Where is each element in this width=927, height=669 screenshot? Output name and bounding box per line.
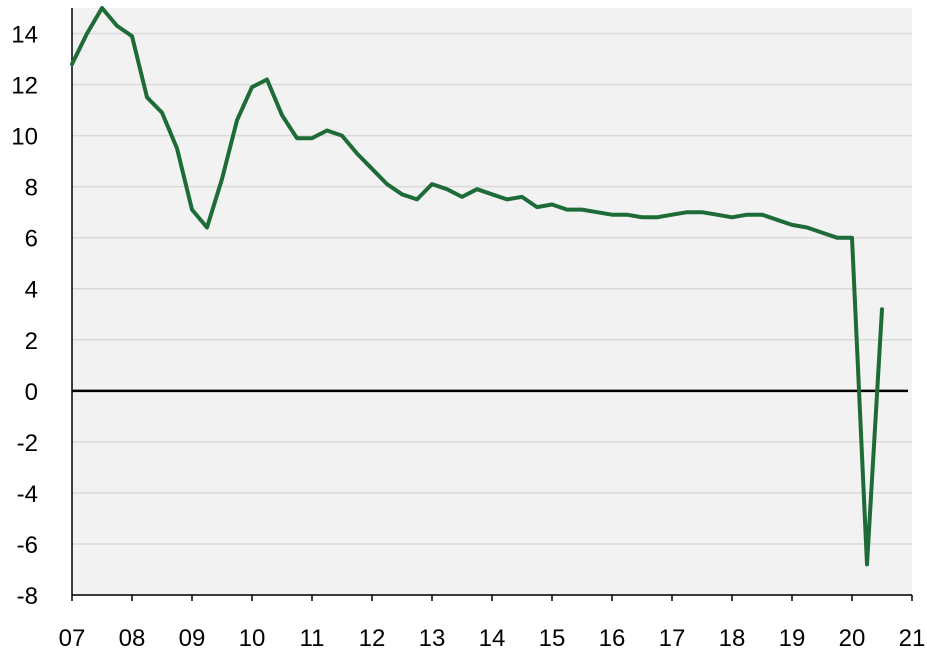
x-tick-label: 07 — [59, 625, 86, 652]
y-tick-label: 4 — [25, 277, 38, 304]
y-tick-label: -4 — [17, 481, 38, 508]
x-tick-label: 10 — [239, 625, 266, 652]
x-tick-label: 13 — [419, 625, 446, 652]
y-tick-label: 10 — [11, 124, 38, 151]
x-tick-label: 17 — [659, 625, 686, 652]
x-tick-label: 19 — [779, 625, 806, 652]
y-tick-label: 14 — [11, 22, 38, 49]
y-tick-label: -8 — [17, 583, 38, 610]
y-tick-label: 12 — [11, 73, 38, 100]
plot-area — [72, 8, 912, 595]
x-axis-ticks — [71, 595, 913, 601]
y-tick-label: 6 — [25, 226, 38, 253]
x-tick-label: 08 — [119, 625, 146, 652]
x-tick-label: 09 — [179, 625, 206, 652]
x-tick-label: 15 — [539, 625, 566, 652]
y-tick-label: -6 — [17, 532, 38, 559]
y-tick-label: 0 — [25, 379, 38, 406]
y-axis-tick-labels: 14 12 10 8 6 4 2 0 -2 -4 -6 -8 — [11, 22, 38, 610]
series-line — [70, 6, 884, 567]
series-group — [70, 6, 884, 567]
x-tick-label: 14 — [479, 625, 506, 652]
x-axis-tick-labels: 07 08 09 10 11 12 13 14 15 16 17 18 19 20 21 — [59, 625, 926, 652]
y-tick-label: 8 — [25, 175, 38, 202]
x-tick-label: 11 — [300, 625, 325, 652]
x-tick-label: 12 — [359, 625, 386, 652]
y-tick-label: -2 — [17, 430, 38, 457]
x-tick-label: 21 — [899, 625, 926, 652]
y-tick-label: 2 — [25, 328, 38, 355]
x-tick-label: 18 — [719, 625, 746, 652]
x-tick-label: 16 — [599, 625, 626, 652]
x-tick-label: 20 — [839, 625, 866, 652]
